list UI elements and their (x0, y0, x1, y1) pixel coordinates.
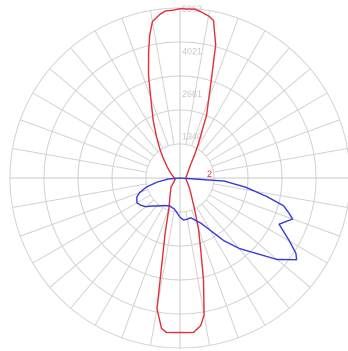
grid-spoke (196, 207, 266, 326)
grid-spoke (185, 211, 211, 346)
grid-spoke (70, 47, 159, 153)
tick-label-2: 2681 (182, 89, 202, 99)
series-curves (136, 7, 298, 334)
grid-spoke (20, 189, 149, 237)
grid-spoke (70, 203, 159, 309)
polar-grid (9, 7, 348, 349)
grid-spoke (49, 68, 155, 157)
tick-label-1: 1340 (182, 132, 202, 142)
series-curve-1 (147, 7, 217, 334)
tick-label-3: 4021 (182, 47, 202, 57)
grid-spoke (205, 68, 311, 157)
grid-spoke (32, 194, 151, 264)
grid-spoke (149, 211, 175, 346)
grid-spoke (201, 203, 290, 309)
grid-spoke (196, 30, 266, 149)
grid-spoke (121, 18, 169, 147)
grid-spoke (205, 199, 311, 288)
grid-spoke (211, 119, 340, 167)
series-curve-2 (136, 177, 298, 261)
grid-spoke (121, 209, 169, 338)
grid-spoke (94, 207, 164, 326)
grid-spoke (20, 119, 149, 167)
grid-spoke (12, 147, 147, 173)
grid-spoke (32, 92, 151, 162)
grid-spoke (209, 194, 328, 264)
grid-spoke (149, 10, 175, 145)
grid-spoke (185, 10, 211, 145)
grid-spoke (201, 47, 290, 153)
grid-spoke (209, 92, 328, 162)
series-annotation-2: 2 (207, 169, 212, 179)
grid-spoke (191, 18, 239, 147)
grid-spoke (94, 30, 164, 149)
grid-spoke (213, 147, 348, 173)
grid-spoke (213, 183, 348, 209)
grid-spoke (49, 199, 155, 288)
grid-spoke (12, 183, 147, 209)
grid-spoke (211, 189, 340, 237)
